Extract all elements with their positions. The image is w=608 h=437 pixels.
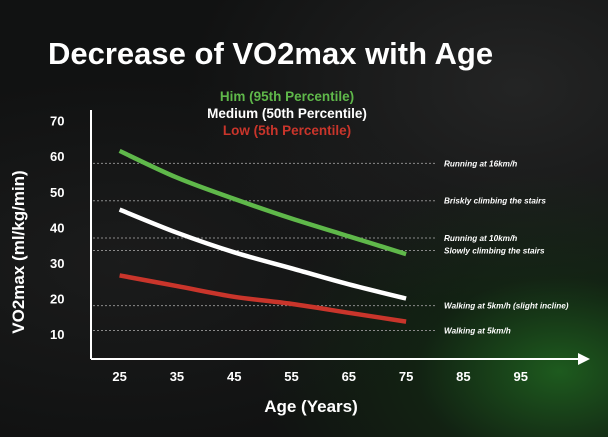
y-tick-label: 10 — [50, 327, 64, 342]
x-tick-label: 95 — [513, 369, 527, 384]
reference-lines — [93, 162, 436, 332]
y-tick-label: 70 — [50, 114, 64, 129]
x-tick-label: 55 — [284, 369, 298, 384]
reference-annotation: Walking at 5km/h (slight incline) — [444, 302, 569, 311]
reference-annotations: Running at 16km/h Briskly climbing the st… — [444, 159, 569, 335]
series-line-him — [118, 148, 407, 257]
reference-annotation: Slowly climbing the stairs — [444, 247, 545, 256]
x-axis-arrow — [578, 353, 590, 365]
y-tick-label: 30 — [50, 256, 64, 271]
y-tick-label: 40 — [50, 220, 64, 235]
reference-annotation: Running at 16km/h — [444, 159, 517, 168]
legend: Him (95th Percentile) Medium (50th Perce… — [207, 89, 367, 138]
legend-item-him: Him (95th Percentile) — [220, 89, 354, 104]
x-tick-label: 25 — [112, 369, 126, 384]
series-layer — [118, 148, 407, 324]
y-tick-labels: 10 20 30 40 50 60 70 — [50, 114, 64, 342]
x-tick-labels: 25 35 45 55 65 75 85 95 — [112, 369, 528, 384]
series-line-low — [119, 273, 407, 324]
x-tick-label: 45 — [227, 369, 241, 384]
x-tick-label: 85 — [456, 369, 470, 384]
y-tick-label: 60 — [50, 149, 64, 164]
y-tick-label: 50 — [50, 185, 64, 200]
x-tick-label: 75 — [399, 369, 413, 384]
y-tick-label: 20 — [50, 292, 64, 307]
x-tick-label: 35 — [170, 369, 184, 384]
legend-item-low: Low (5th Percentile) — [223, 123, 351, 138]
reference-annotation: Running at 10km/h — [444, 234, 517, 243]
reference-annotation: Walking at 5km/h — [444, 327, 511, 336]
axes — [90, 110, 590, 365]
legend-item-medium: Medium (50th Percentile) — [207, 106, 367, 121]
x-tick-label: 65 — [342, 369, 356, 384]
series-line-medium — [118, 207, 407, 301]
reference-annotation: Briskly climbing the stairs — [444, 197, 546, 206]
y-axis-title: VO2max (ml/kg/min) — [9, 170, 28, 333]
chart-title: Decrease of VO2max with Age — [48, 36, 493, 71]
x-axis-title: Age (Years) — [264, 397, 358, 416]
